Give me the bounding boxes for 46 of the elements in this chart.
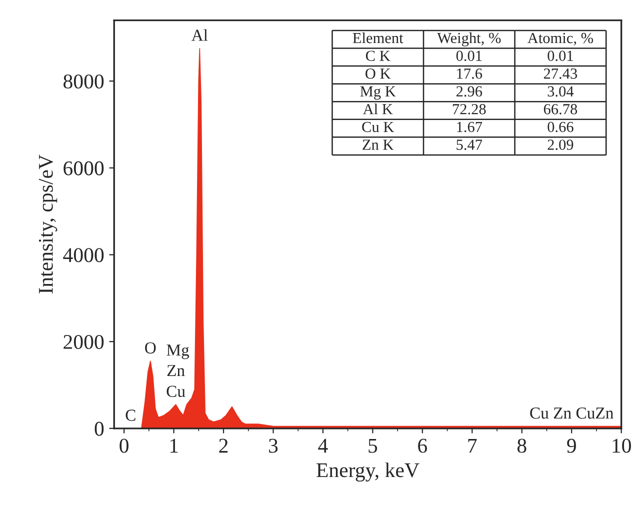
- annotation: Weight, %: [437, 32, 501, 46]
- annotation: 27.43: [544, 68, 578, 79]
- y-tick-label: 0: [94, 422, 104, 436]
- annotation: Cu Zn CuZn: [530, 407, 614, 419]
- annotation: Zn: [167, 365, 185, 376]
- x-tick-label: 0: [120, 438, 128, 453]
- annotation: 5.47: [456, 140, 482, 150]
- y-axis-title: Intensity, cps/eV: [38, 154, 58, 294]
- annotation: 17.6: [457, 68, 482, 79]
- annotation: 0.01: [456, 50, 482, 62]
- annotation: O: [145, 342, 156, 354]
- x-tick-label: 5: [368, 438, 378, 453]
- y-tick-label: 6000: [64, 161, 104, 176]
- x-tick-label: 9: [567, 438, 576, 453]
- annotation: Al: [191, 29, 208, 41]
- annotation: 1.67: [457, 122, 482, 132]
- annotation: O K: [366, 68, 391, 79]
- x-tick-label: 6: [418, 438, 428, 453]
- annotation: Mg K: [360, 86, 396, 100]
- annotation: 3.04: [548, 86, 574, 97]
- y-tick-label: 8000: [64, 74, 104, 88]
- annotation: Al K: [362, 104, 393, 114]
- annotation: C: [126, 410, 136, 421]
- annotation: 66.78: [544, 104, 578, 114]
- annotation: Cu K: [362, 122, 394, 132]
- x-tick-label: 10: [612, 438, 631, 453]
- annotation: Zn K: [362, 140, 394, 150]
- annotation: 72.28: [452, 104, 486, 114]
- x-tick-label: 8: [517, 438, 526, 453]
- annotation: 0.01: [548, 50, 573, 62]
- y-tick-label: 4000: [63, 248, 104, 262]
- x-tick-label: 2: [219, 438, 228, 453]
- annotation: Element: [352, 32, 404, 44]
- annotation: 0.66: [548, 122, 574, 132]
- x-tick-label: 3: [269, 438, 278, 453]
- annotation: Atomic, %: [528, 32, 594, 46]
- x-tick-label: 1: [170, 438, 178, 453]
- y-tick-label: 2000: [64, 334, 104, 350]
- annotation: Mg: [166, 344, 190, 360]
- annotation: Cu: [166, 386, 186, 397]
- annotation: 2.96: [456, 86, 482, 97]
- annotation: C K: [366, 50, 390, 61]
- annotation: 2.09: [548, 140, 574, 150]
- x-axis-title: Energy, keV: [316, 462, 420, 482]
- x-tick-label: 4: [318, 438, 328, 453]
- x-tick-label: 7: [468, 438, 477, 453]
